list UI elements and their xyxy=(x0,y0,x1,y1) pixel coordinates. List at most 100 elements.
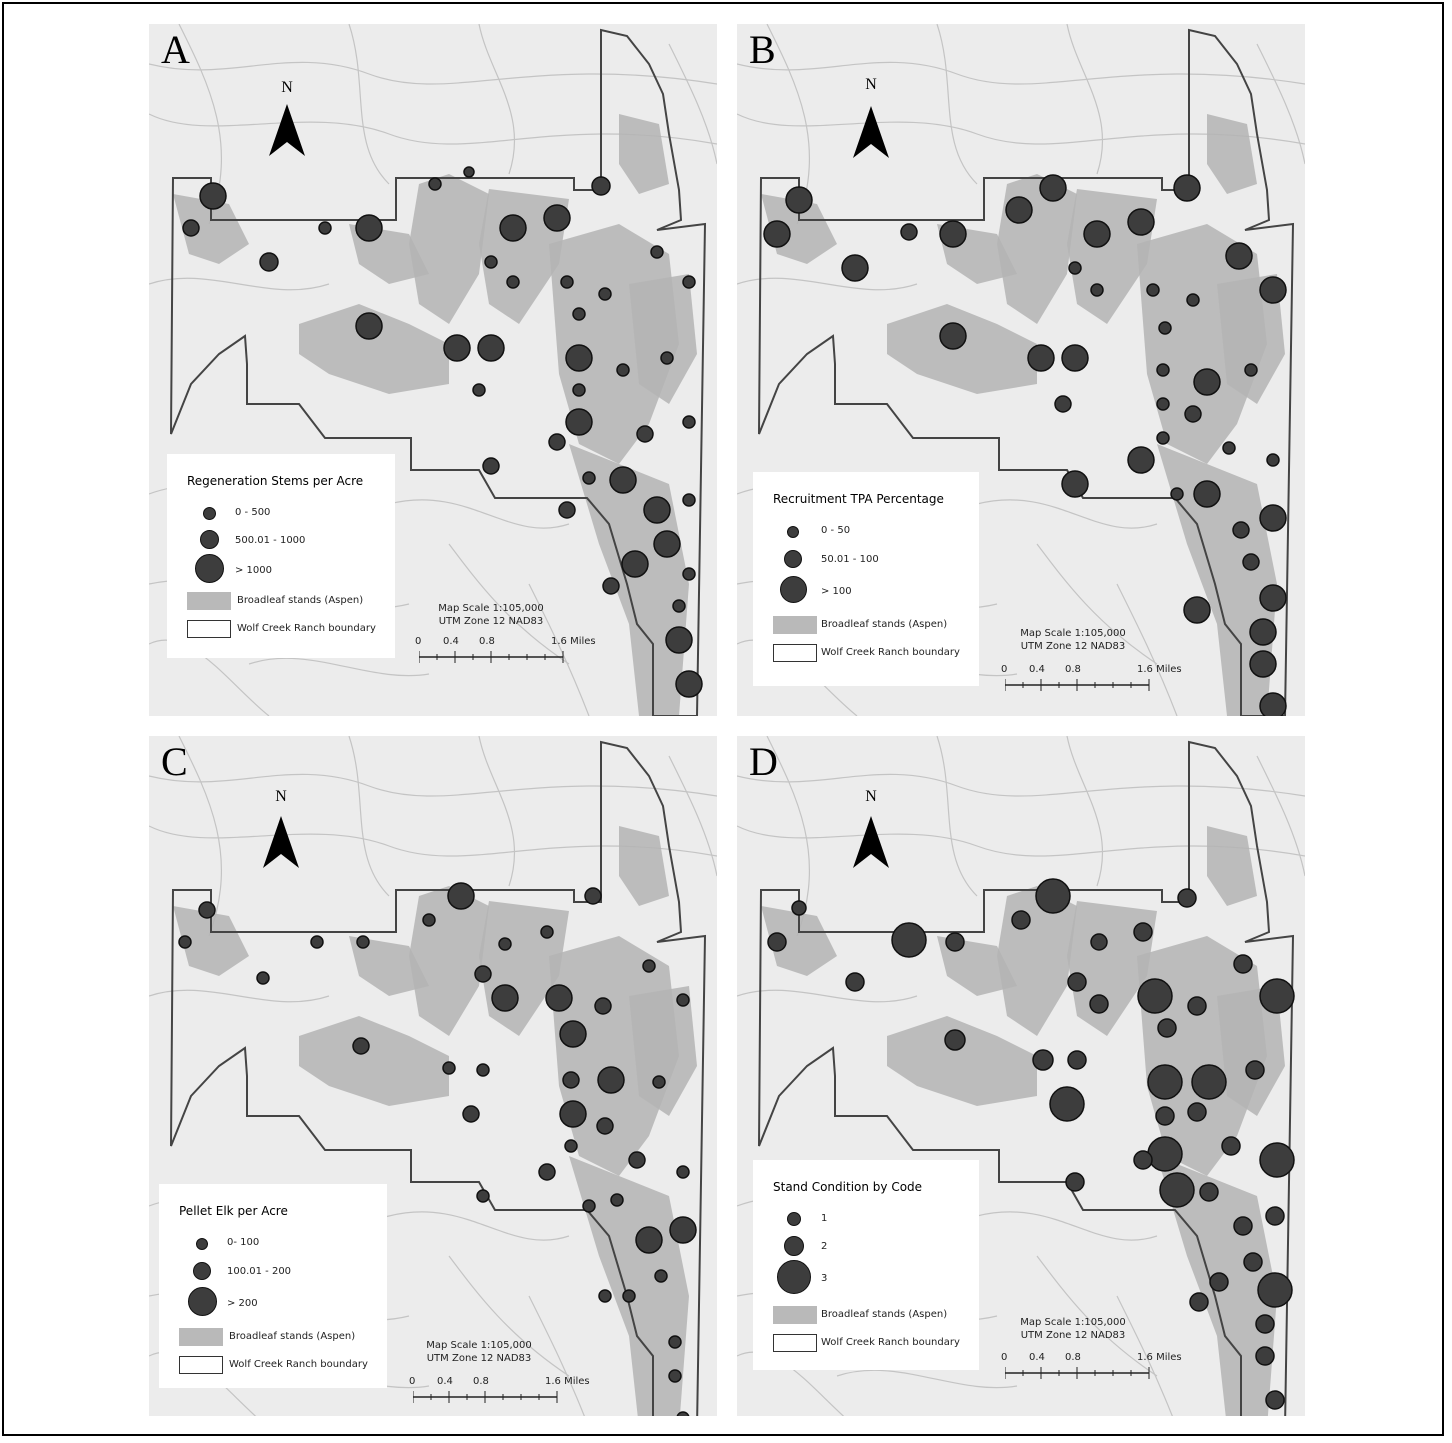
contour-line xyxy=(149,989,330,1003)
sample-point xyxy=(1232,521,1250,539)
scale-bar-line xyxy=(1005,1367,1150,1379)
scale-tick-0: 0 xyxy=(1001,1352,1008,1363)
sample-point xyxy=(472,383,486,397)
sample-point xyxy=(1133,922,1153,942)
sample-point xyxy=(1259,978,1295,1014)
aspen-stand xyxy=(619,114,669,194)
sample-point xyxy=(498,937,512,951)
scale-tick-1: 0.4 xyxy=(1029,1352,1045,1363)
north-label: N xyxy=(865,788,877,805)
ranch-boundary xyxy=(170,28,707,716)
map-canvas xyxy=(737,736,1305,1416)
sample-point xyxy=(1049,1086,1085,1122)
contour-line xyxy=(936,736,978,897)
contour-line xyxy=(248,657,430,677)
sample-point xyxy=(356,935,370,949)
north-arrow-icon xyxy=(853,816,889,868)
sample-points xyxy=(178,882,697,1416)
legend-aspen-swatch xyxy=(179,1328,223,1346)
sample-point xyxy=(1259,584,1287,612)
sample-point xyxy=(1193,368,1221,396)
sample-point xyxy=(582,1199,596,1213)
sample-point xyxy=(443,334,471,362)
sample-point xyxy=(1039,174,1067,202)
map-legend: Recruitment TPA Percentage 0 - 50 50.01 … xyxy=(753,472,979,686)
map-panel-b: B N Recruitment TPA Percentage 0 - 50 50… xyxy=(737,24,1305,716)
sample-point xyxy=(462,1105,480,1123)
scale-bar: 0 0.4 0.8 1.6 Miles xyxy=(409,1376,609,1406)
legend-class-low: 0 - 500 xyxy=(235,507,271,518)
sample-point xyxy=(763,220,791,248)
legend-aspen-swatch xyxy=(773,1306,817,1324)
legend-class-low: 0- 100 xyxy=(227,1237,260,1248)
sample-point xyxy=(548,433,566,451)
legend-boundary-swatch xyxy=(187,620,231,638)
legend-class-low: 0 - 50 xyxy=(821,525,851,536)
scale-tick-1: 0.4 xyxy=(443,636,459,647)
scale-tick-3: 1.6 Miles xyxy=(545,1376,590,1387)
sample-point xyxy=(1233,1216,1253,1236)
sample-point xyxy=(1184,405,1202,423)
sample-point xyxy=(1257,1272,1293,1308)
scale-tick-0: 0 xyxy=(1001,664,1008,675)
contour-line xyxy=(149,61,717,85)
sample-point xyxy=(428,177,442,191)
sample-point xyxy=(845,972,865,992)
sample-point xyxy=(1158,321,1172,335)
sample-point xyxy=(1127,446,1155,474)
sample-point xyxy=(610,1193,624,1207)
north-arrow-icon xyxy=(853,106,889,158)
contour-line xyxy=(348,736,390,897)
terrain-contours xyxy=(149,24,717,716)
sample-point xyxy=(650,245,664,259)
sample-point xyxy=(1157,1018,1177,1038)
sample-point xyxy=(1189,1292,1209,1312)
sample-point xyxy=(682,493,696,507)
sample-point xyxy=(562,1071,580,1089)
legend-class-mid: 2 xyxy=(821,1241,828,1252)
contour-line xyxy=(528,583,590,716)
contour-line xyxy=(1066,24,1104,175)
legend-class-high: > 200 xyxy=(227,1298,258,1309)
contour-line xyxy=(149,825,717,857)
projection-label: UTM Zone 12 NAD83 xyxy=(1020,641,1126,652)
sample-point xyxy=(491,984,519,1012)
contour-line xyxy=(1066,736,1104,887)
contour-line xyxy=(737,113,1305,145)
sample-point xyxy=(900,223,918,241)
sample-point xyxy=(1193,480,1221,508)
map-scale-text: Map Scale 1:105,000 UTM Zone 12 NAD83 xyxy=(1003,627,1143,653)
sample-point xyxy=(565,408,593,436)
scale-bar: 0 0.4 0.8 1.6 Miles xyxy=(415,636,615,666)
legend-class-mid: 500.01 - 1000 xyxy=(235,535,306,546)
projection-label: UTM Zone 12 NAD83 xyxy=(426,1353,532,1364)
contour-line xyxy=(1256,755,1305,877)
contour-line xyxy=(528,1295,585,1416)
sample-point xyxy=(682,567,696,581)
sample-point xyxy=(676,993,690,1007)
sample-point xyxy=(355,312,383,340)
scale-ratio: Map Scale 1:105,000 xyxy=(426,1340,532,1351)
aspen-stand xyxy=(173,906,249,976)
scale-bar: 0 0.4 0.8 1.6 Miles xyxy=(1001,664,1201,694)
north-arrow-icon xyxy=(263,816,299,868)
sample-point xyxy=(668,1369,682,1383)
scale-tick-0: 0 xyxy=(409,1376,416,1387)
legend-symbol-small xyxy=(787,526,799,538)
aspen-stand xyxy=(619,826,669,906)
legend-boundary-swatch xyxy=(773,1334,817,1352)
sample-point xyxy=(785,186,813,214)
sample-point xyxy=(675,670,703,698)
sample-point xyxy=(199,182,227,210)
aspen-stand xyxy=(1217,986,1285,1116)
sample-point xyxy=(891,922,927,958)
sample-point xyxy=(1245,1060,1265,1080)
legend-aspen-swatch xyxy=(187,592,231,610)
sample-point xyxy=(602,577,620,595)
sample-point xyxy=(506,275,520,289)
sample-point xyxy=(1255,1346,1275,1366)
contour-line xyxy=(936,24,978,185)
sample-point xyxy=(182,219,200,237)
sample-point xyxy=(1146,283,1160,297)
sample-point xyxy=(1127,208,1155,236)
